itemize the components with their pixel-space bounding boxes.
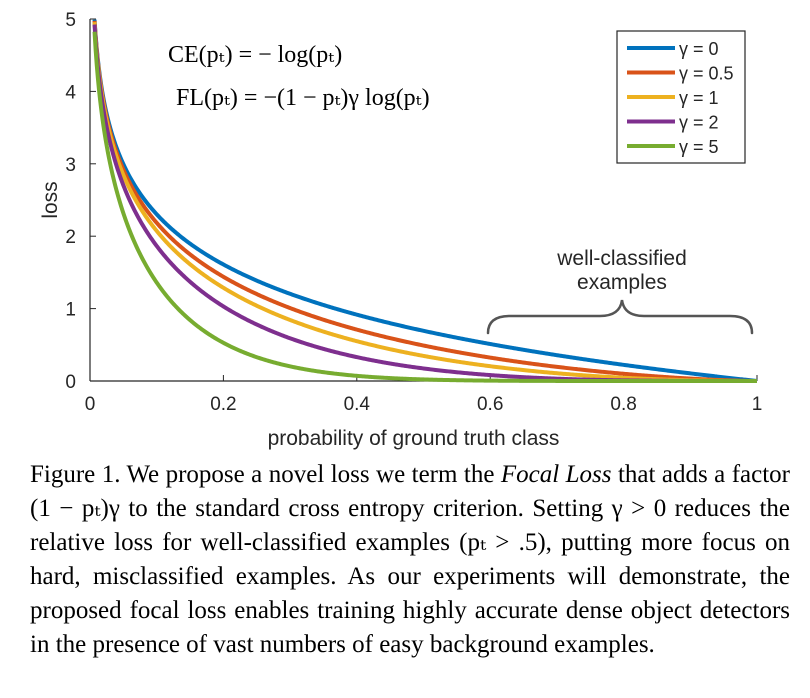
- y-tick-label: 1: [65, 300, 76, 321]
- focal-loss-chart: 0 0.2 0.4 0.6 0.8 1 0 1 2 3 4 5 probability of groun…: [39, 10, 762, 450]
- y-tick-label: 5: [65, 10, 76, 31]
- series-line-gamma-5: [92, 31, 758, 383]
- x-tick-label: 0.8: [610, 394, 636, 415]
- y-tick-label: 2: [65, 227, 76, 248]
- axes: 0 0.2 0.4 0.6 0.8 1 0 1 2 3 4 5 probability of groun…: [39, 10, 762, 450]
- y-tick-label: 4: [65, 82, 76, 103]
- formulas: CE(pₜ) = − log(pₜ) FL(pₜ) = −(1 − pₜ)γ lo…: [168, 42, 430, 111]
- figure-caption: Figure 1. We propose a novel loss we ter…: [30, 458, 790, 662]
- x-tick-label: 0.2: [210, 394, 236, 415]
- annotation-line: well-classified: [556, 247, 687, 270]
- x-tick-label: 0.4: [344, 394, 371, 415]
- x-tick-label: 0: [85, 394, 96, 415]
- formula-ce: CE(pₜ) = − log(pₜ): [168, 42, 342, 68]
- y-tick-label: 3: [65, 155, 76, 176]
- formula-fl: FL(pₜ) = −(1 − pₜ)γ log(pₜ): [176, 85, 430, 111]
- legend-label: γ = 0.5: [679, 64, 734, 84]
- caption-part1: Figure 1. We propose a novel loss we ter…: [30, 461, 501, 488]
- legend-label: γ = 2: [679, 113, 719, 133]
- y-axis-label: loss: [39, 181, 62, 218]
- caption-emphasis: Focal Loss: [500, 461, 612, 488]
- series-line-gamma-0-5: [92, 20, 758, 383]
- legend-label: γ = 5: [679, 137, 719, 157]
- y-tick-label: 0: [65, 372, 76, 393]
- series-line-gamma-0: [92, 19, 758, 383]
- caption-part2: that adds a factor (1 − pₜ)γ to the stan…: [30, 461, 790, 658]
- legend-label: γ = 1: [679, 88, 719, 108]
- legend-label: γ = 0: [679, 39, 719, 59]
- annotation-line: examples: [577, 271, 667, 294]
- x-tick-label: 0.6: [477, 394, 503, 415]
- loss-curves: [92, 19, 758, 383]
- legend: γ = 0 γ = 0.5 γ = 1 γ = 2 γ = 5: [616, 30, 746, 164]
- annotation-brace: [486, 299, 754, 335]
- x-axis-label: probability of ground truth class: [268, 427, 560, 450]
- x-tick-label: 1: [752, 394, 763, 415]
